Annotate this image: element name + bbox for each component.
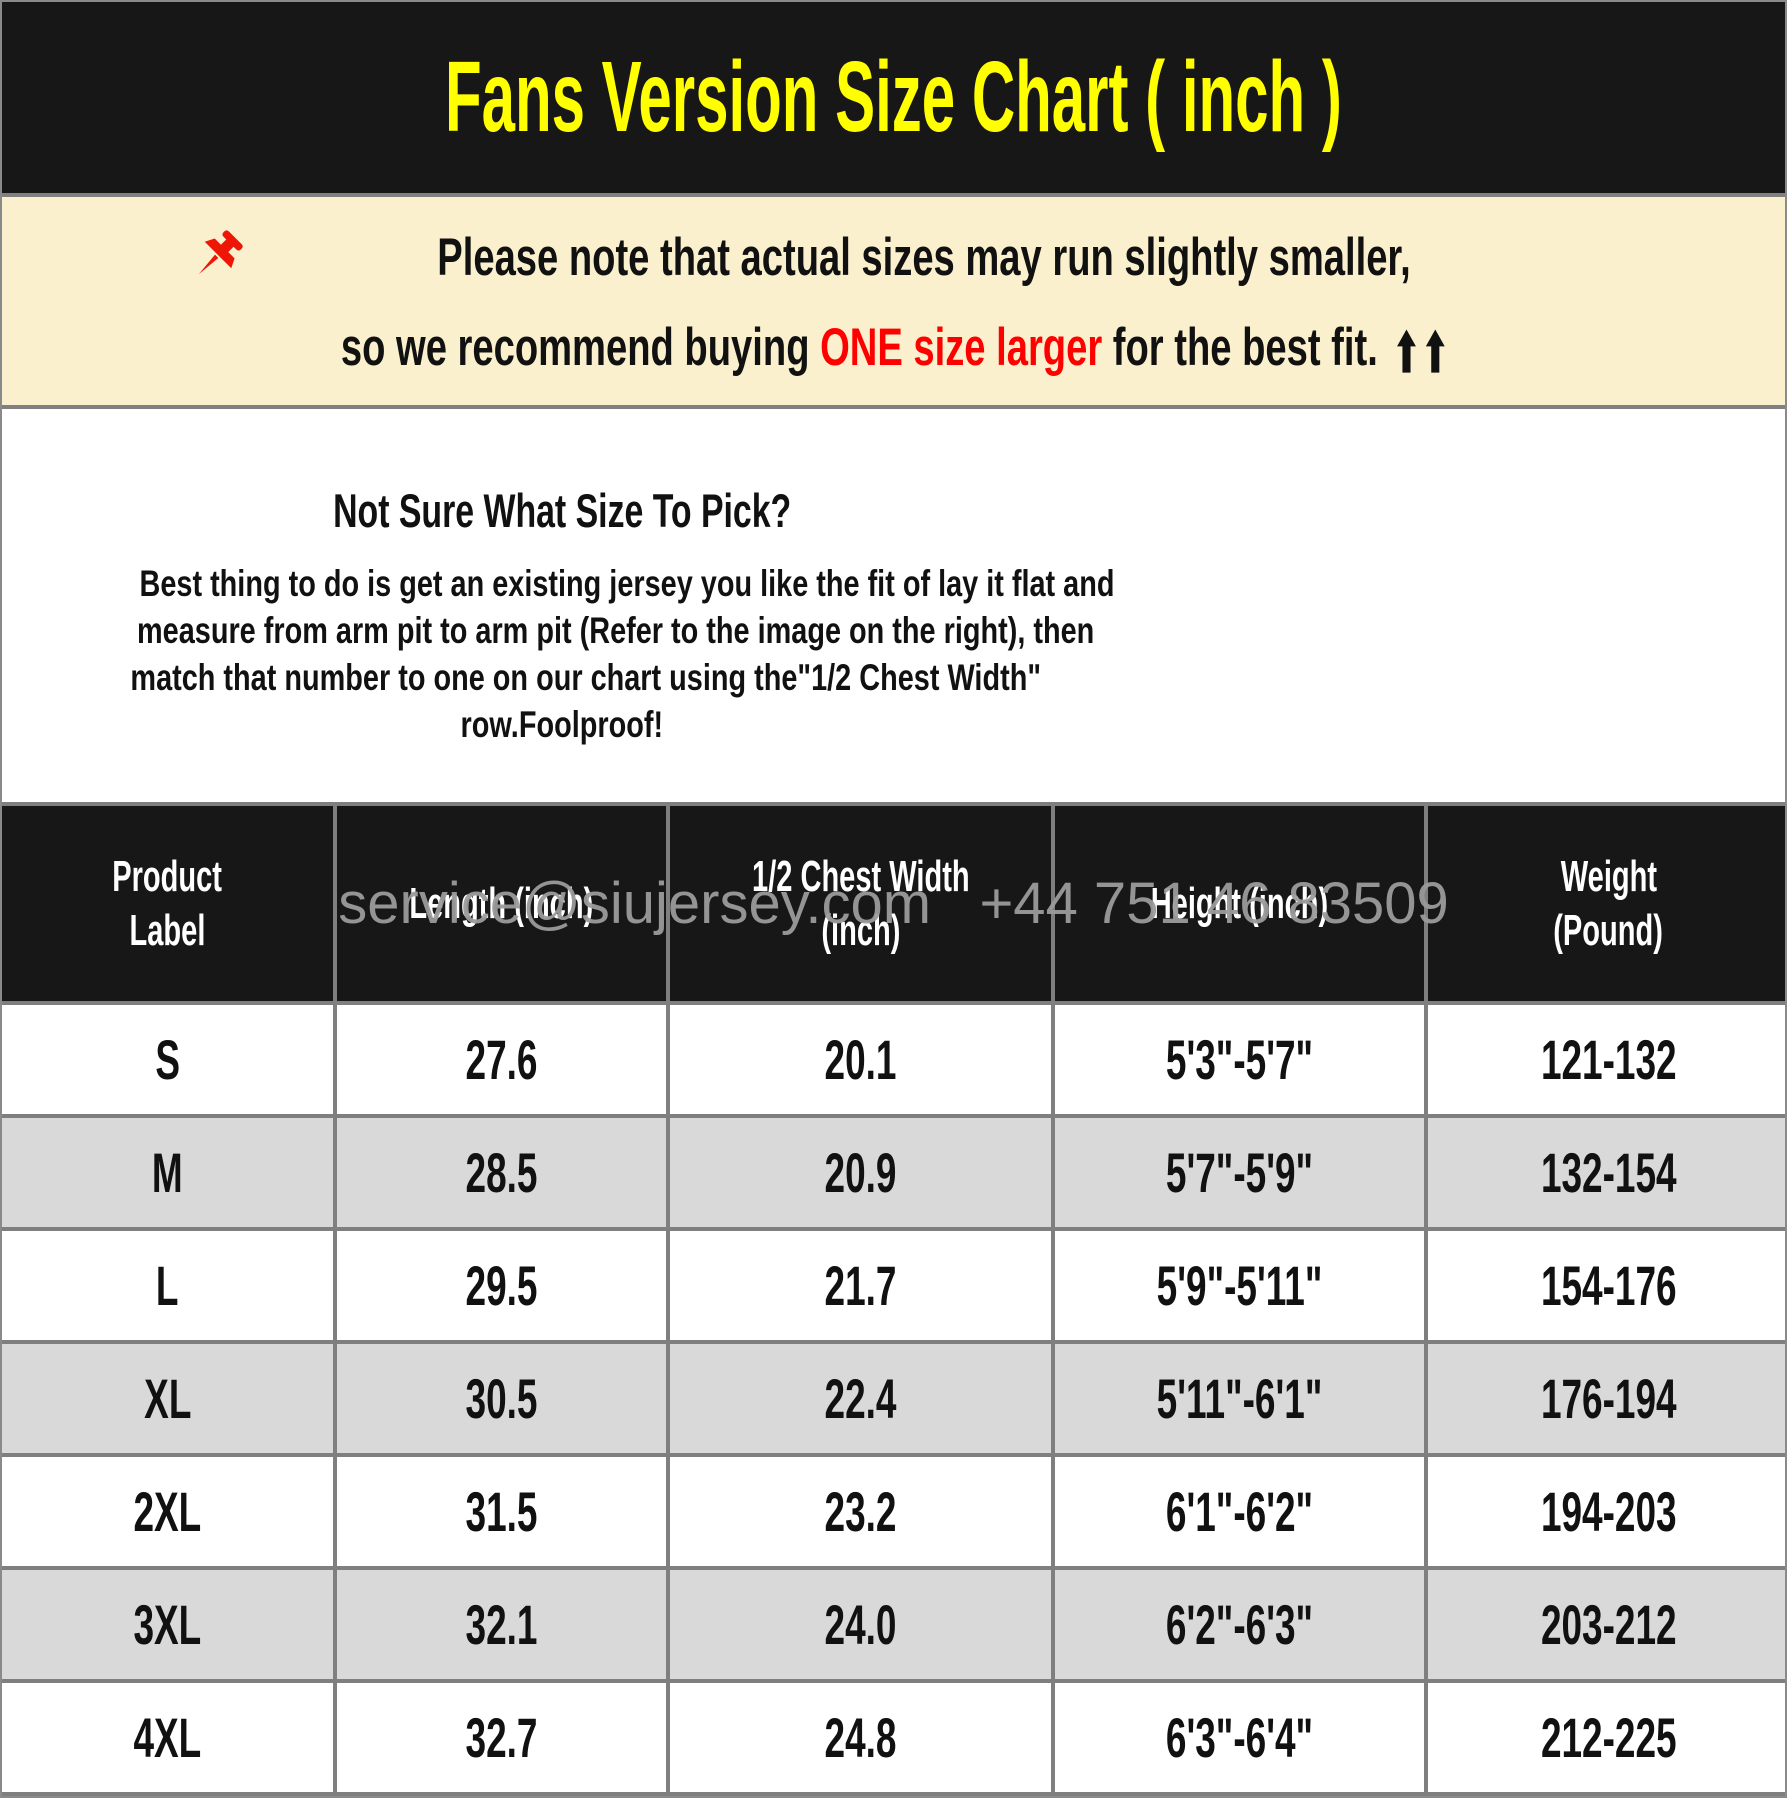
guide-body-line: row.Foolproof! [460,704,664,745]
table-cell: 29.5 [337,1231,666,1340]
col-header-product-label: Product Label [2,806,333,1001]
guide-body-line: measure from arm pit to arm pit (Refer t… [137,610,1095,651]
table-cell: 6'2"-6'3" [1055,1570,1424,1679]
notice-text-1: Please note that actual sizes may run sl… [437,227,1412,287]
table-cell: 6'1"-6'2" [1055,1457,1424,1566]
table-cell: 24.8 [670,1683,1051,1792]
table-cell: S [2,1005,333,1114]
table-cell: 27.6 [337,1005,666,1114]
col-header-weight: Weight (Pound) [1428,806,1785,1001]
table-cell: 30.5 [337,1344,666,1453]
table-cell: 5'9"-5'11" [1055,1231,1424,1340]
table-cell: 21.7 [670,1231,1051,1340]
guide-heading: Not Sure What Size To Pick? [332,484,792,537]
table-cell: 24.0 [670,1570,1051,1679]
page-title: Fans Version Size Chart ( inch ) [445,41,1342,153]
table-cell: 28.5 [337,1118,666,1227]
notice-text-2a: so we recommend buying [340,318,821,377]
table-cell: 6'3"-6'4" [1055,1683,1424,1792]
table-cell: L [2,1231,333,1340]
notice-line-1: Please note that actual sizes may run sl… [186,227,1600,287]
notice-highlight: ONE size larger [820,318,1103,377]
up-arrow-icon [1397,329,1416,373]
table-cell: 4XL [2,1683,333,1792]
table-cell: 22.4 [670,1344,1051,1453]
table-cell: 132-154 [1428,1118,1785,1227]
table-cell: 20.1 [670,1005,1051,1114]
table-cell: 32.1 [337,1570,666,1679]
table-cell: 31.5 [337,1457,666,1566]
table-cell: 194-203 [1428,1457,1785,1566]
table-cell: 32.7 [337,1683,666,1792]
title-bar: Fans Version Size Chart ( inch ) [2,2,1785,193]
table-cell: 5'11"-6'1" [1055,1344,1424,1453]
guide-section: Not Sure What Size To Pick? Best thing t… [2,409,1785,1155]
table-cell: 154-176 [1428,1231,1785,1340]
table-cell: 5'3"-5'7" [1055,1005,1424,1114]
up-arrow-icon [1425,329,1445,373]
table-cell: XL [2,1344,333,1453]
guide-body-line: Best thing to do is get an existing jers… [139,563,1115,604]
notice-line-2: so we recommend buying ONE size larger f… [126,321,1661,375]
table-cell: 203-212 [1428,1570,1785,1679]
pushpin-icon [199,230,244,275]
table-cell: 212-225 [1428,1683,1785,1792]
guide-text-block: Not Sure What Size To Pick? Best thing t… [2,409,1122,748]
col-header-height: Height (inch) [1055,806,1424,1001]
table-cell: 3XL [2,1570,333,1679]
table-cell: 176-194 [1428,1344,1785,1453]
table-cell: 20.9 [670,1118,1051,1227]
section-divider [2,193,1785,197]
section-divider [2,405,1785,409]
guide-body-line: match that number to one on our chart us… [130,657,1042,698]
table-cell: M [2,1118,333,1227]
table-cell: 23.2 [670,1457,1051,1566]
table-cell: 121-132 [1428,1005,1785,1114]
size-chart-table: service@siujersey.com +44 751 46 83509 P… [2,802,1785,1796]
notice-banner: Please note that actual sizes may run sl… [2,197,1785,405]
col-header-length: Length (inch) [337,806,666,1001]
table-cell: 2XL [2,1457,333,1566]
notice-text-2b: for the best fit. [1102,318,1389,377]
col-header-chest-width: 1/2 Chest Width (inch) [670,806,1051,1001]
table-cell: 5'7"-5'9" [1055,1118,1424,1227]
